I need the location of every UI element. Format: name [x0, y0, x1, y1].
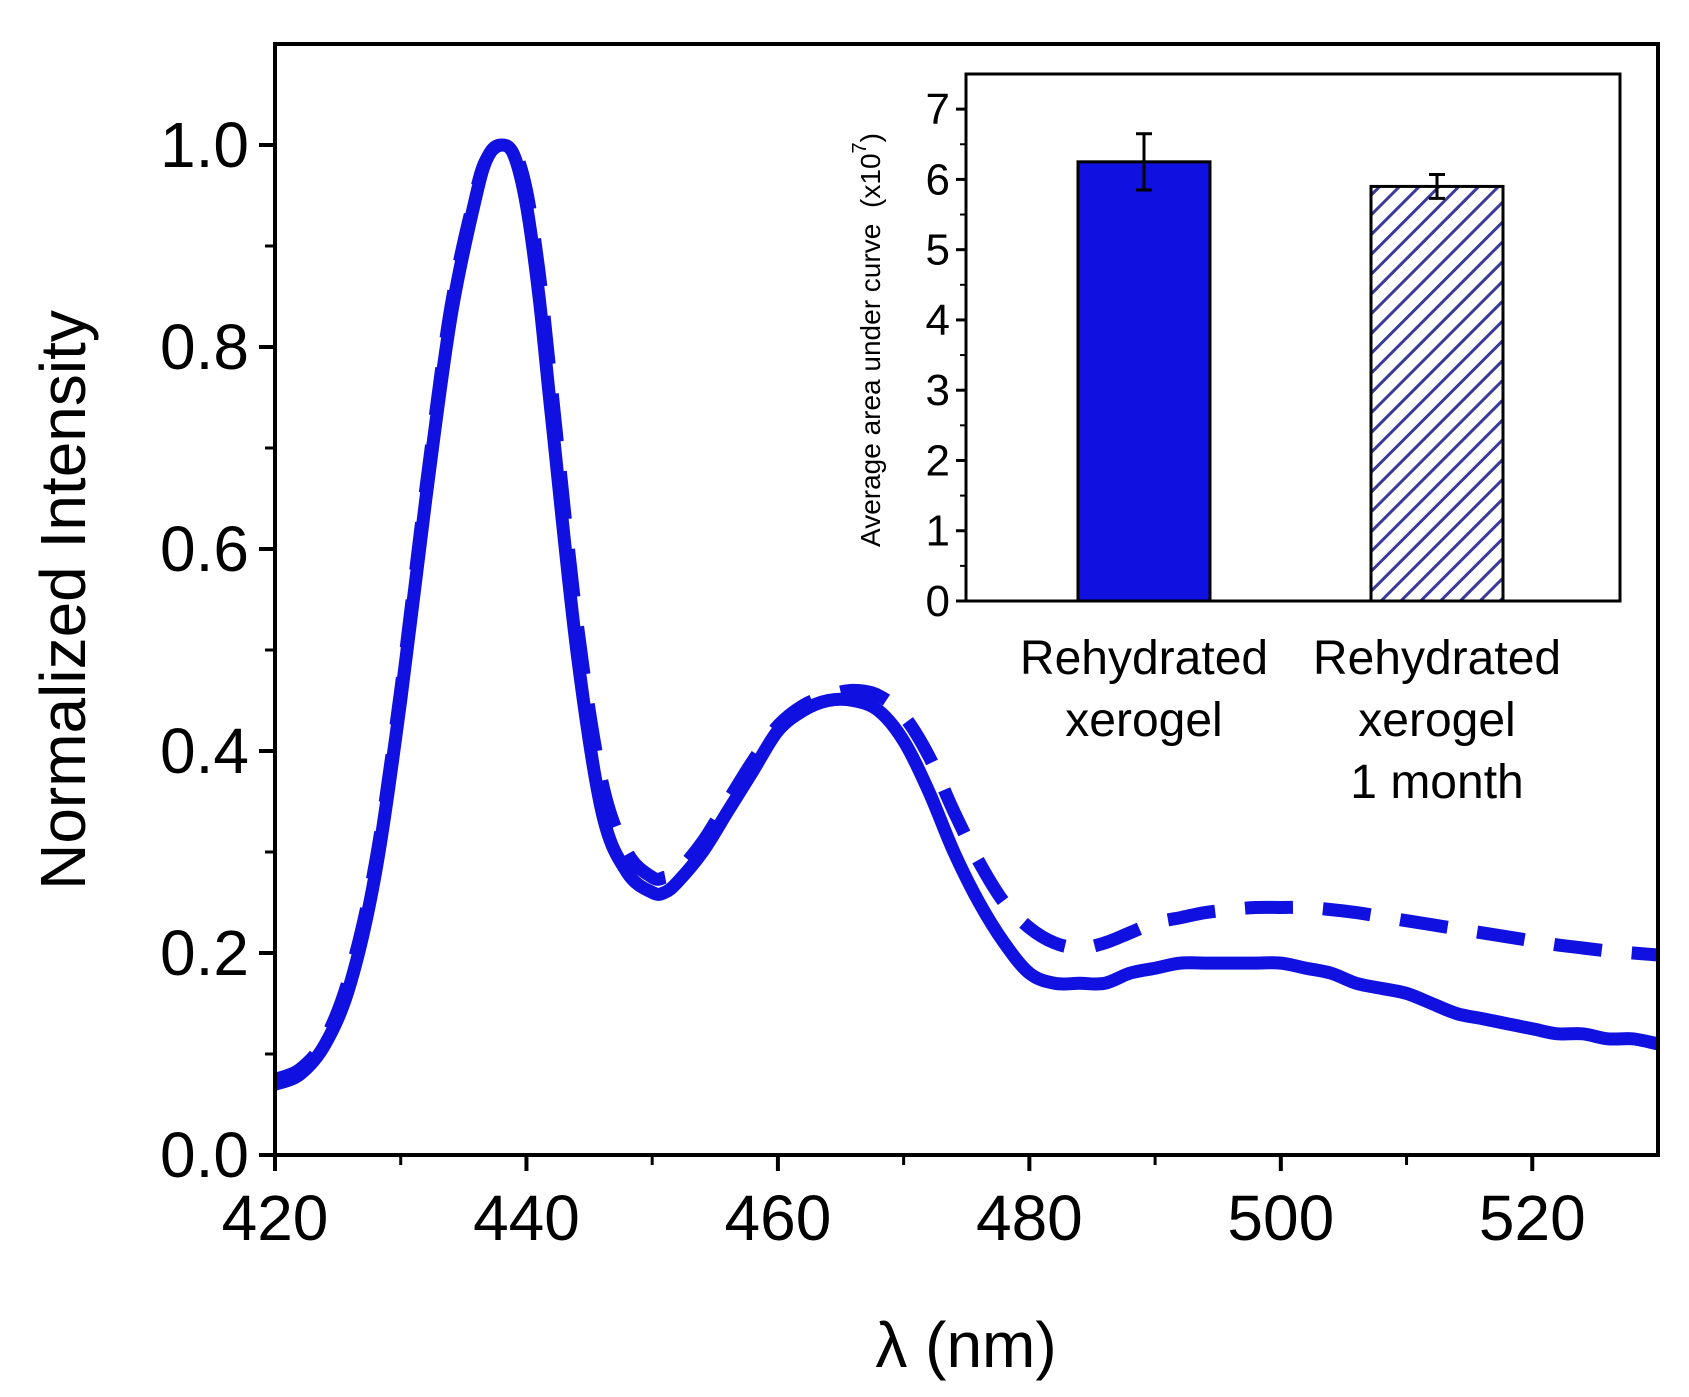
inset-y-tick-label: 1: [926, 507, 950, 556]
inset-category-label-1-line-2: xerogel: [1065, 694, 1222, 747]
inset-bar-2: [1369, 184, 1505, 603]
inset-category-labels: Rehydrated xerogel Rehydrated xerogel 1 mont…: [1020, 632, 1561, 809]
main-y-tick-label: 1.0: [160, 109, 249, 181]
main-y-ticks: 0.0 0.2 0.4 0.6 0.8 1.0: [160, 109, 275, 1191]
inset-category-label-2-line-3: 1 month: [1350, 756, 1523, 809]
inset-y-axis-title: Average area under curve (x107): [849, 133, 886, 547]
inset-y-ticks: 0 1 2 3 4 5 6 7: [926, 85, 966, 626]
main-y-tick-label: 0.0: [160, 1119, 249, 1191]
main-x-tick-label: 440: [473, 1182, 580, 1254]
inset-y-tick-label: 7: [926, 85, 950, 134]
inset-y-tick-label: 0: [926, 577, 950, 626]
main-x-tick-label: 500: [1227, 1182, 1334, 1254]
inset-category-label-1-line-1: Rehydrated: [1020, 632, 1268, 685]
inset-y-tick-label: 6: [926, 155, 950, 204]
inset-plot-frame: [964, 72, 1622, 603]
inset-category-label-2-line-1: Rehydrated: [1313, 632, 1561, 685]
main-y-tick-label: 0.8: [160, 311, 249, 383]
inset-y-tick-label: 5: [926, 226, 950, 275]
main-x-axis-title: λ (nm): [875, 1309, 1056, 1381]
series-dashed-line: [273, 137, 1659, 1086]
inset-category-label-2-line-2: xerogel: [1358, 694, 1515, 747]
inset-y-axis-title-main: Average area under curve: [855, 224, 886, 547]
inset-bar-1: [1076, 160, 1212, 603]
main-x-tick-label: 480: [976, 1182, 1083, 1254]
main-x-ticks: 420 440 460 480 500 520: [222, 1155, 1586, 1254]
main-y-tick-label: 0.4: [160, 715, 249, 787]
main-series-layer: [273, 137, 1660, 1091]
main-y-tick-label: 0.2: [160, 917, 249, 989]
main-x-tick-label: 520: [1479, 1182, 1586, 1254]
inset-y-axis-title-close: ): [855, 133, 886, 142]
inset-bars: [1076, 132, 1505, 603]
inset-y-tick-label: 4: [926, 296, 950, 345]
main-plot-frame: [273, 42, 1660, 1157]
main-x-tick-label: 460: [725, 1182, 832, 1254]
inset-y-axis-title-unit: (x10: [855, 153, 886, 207]
series-solid-line: [273, 138, 1660, 1091]
main-y-tick-label: 0.6: [160, 513, 249, 585]
main-y-axis-title: Normalized Intensity: [27, 310, 99, 890]
main-chart: 420 440 460 480 500 520 0.00.20.40.60.81.0 λ …: [27, 42, 1660, 1381]
inset-y-tick-label: 3: [926, 366, 950, 415]
main-x-tick-label: 420: [222, 1182, 329, 1254]
inset-y-axis-title-exponent: 7: [849, 142, 871, 153]
inset-y-tick-label: 2: [926, 436, 950, 485]
inset-chart: 0 1 2 3 4 5 6 7 Rehydrated xerogel Rehydrated xero…: [849, 72, 1622, 809]
